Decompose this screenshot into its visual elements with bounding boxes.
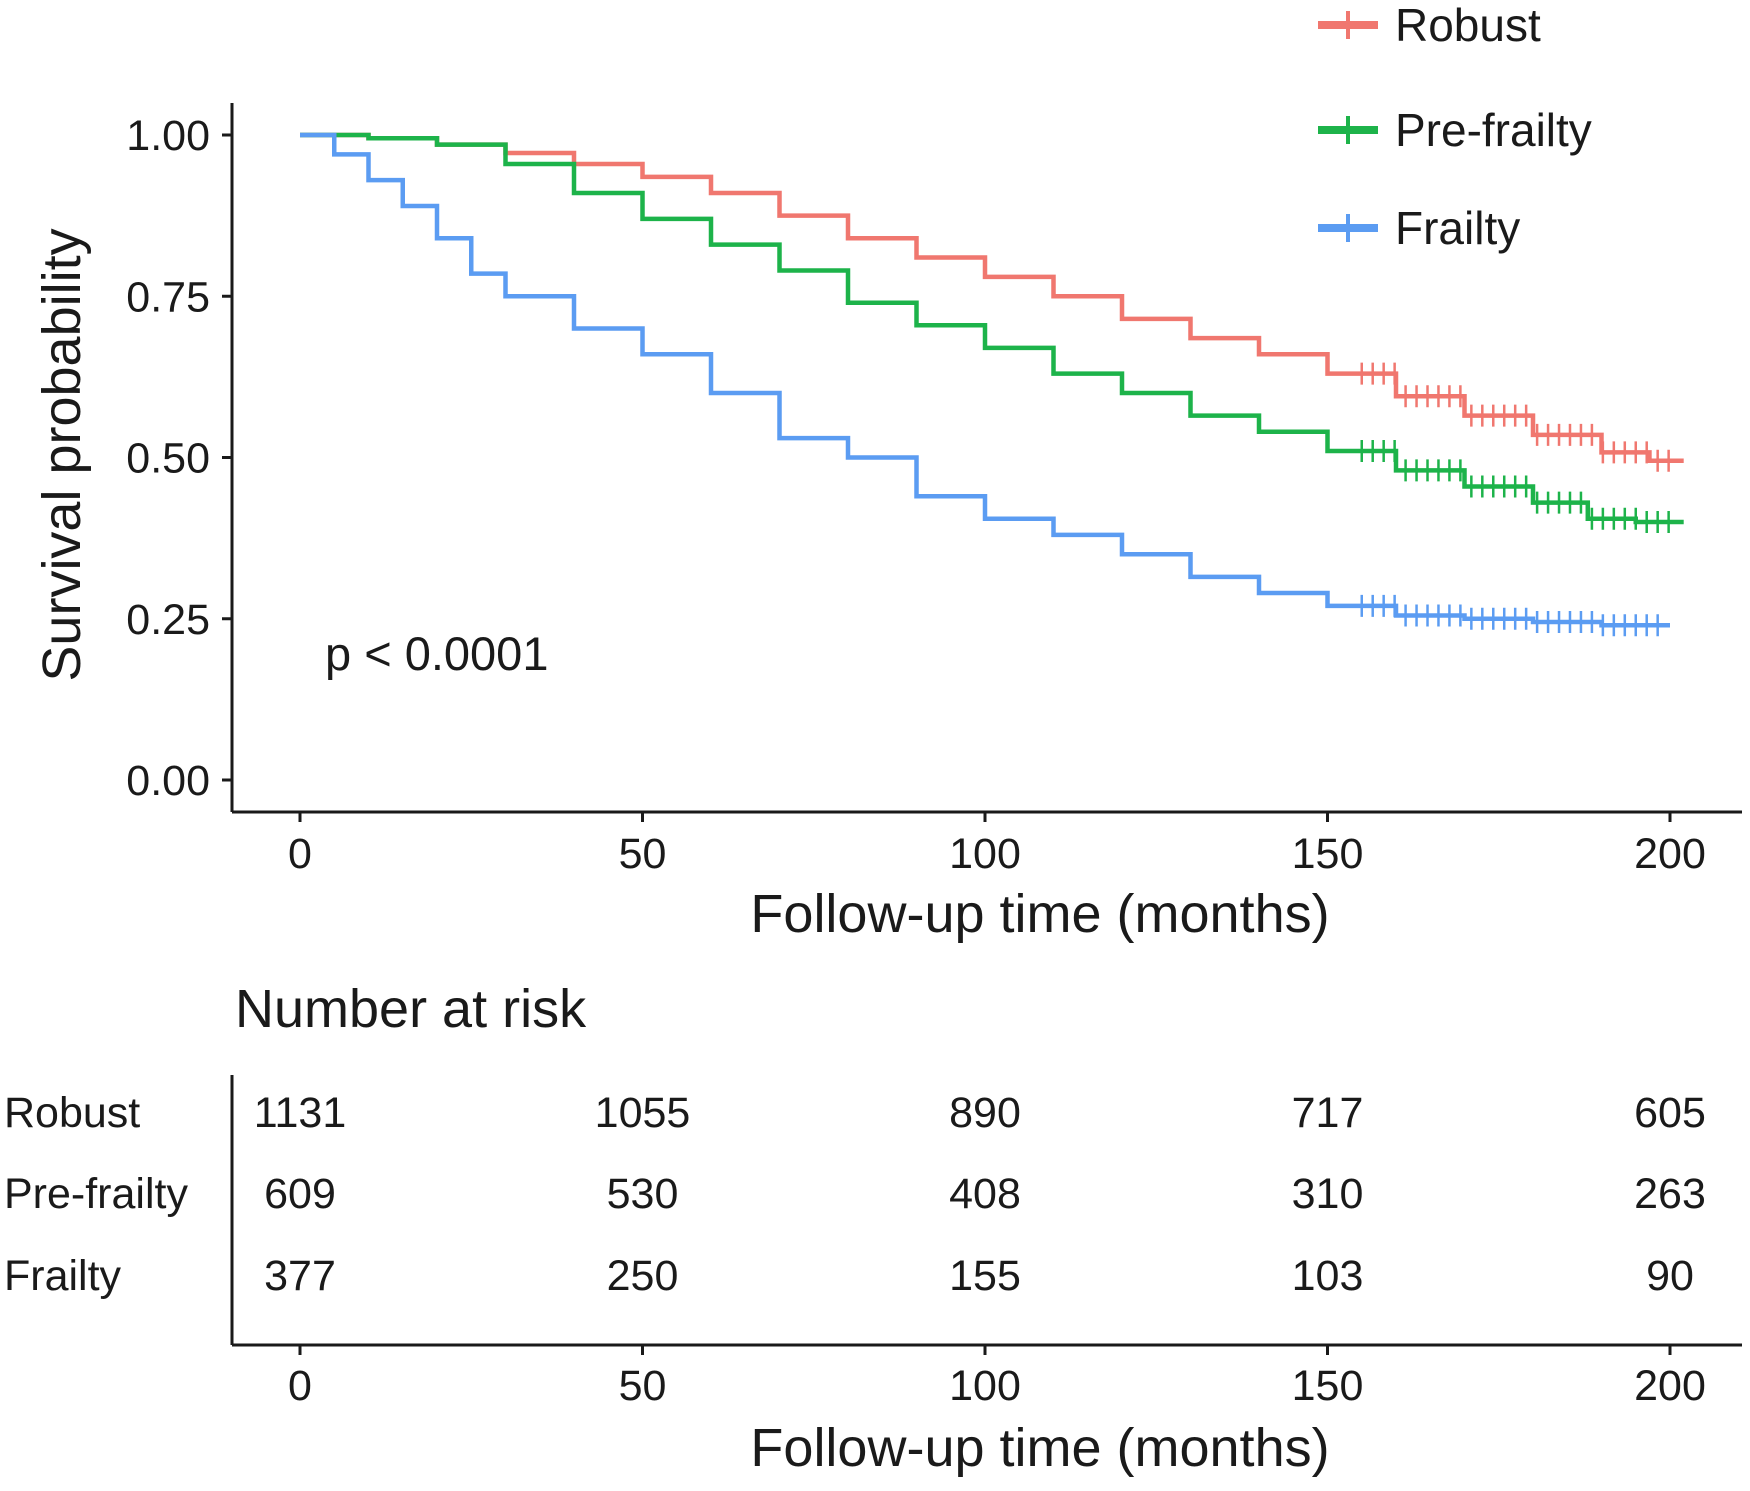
x-tick-label: 50: [619, 830, 667, 878]
risk-table-title: Number at risk: [235, 979, 587, 1039]
risk-count-robust: 717: [1292, 1089, 1364, 1137]
y-tick-label: 1.00: [126, 112, 210, 160]
risk-count-robust: 1131: [254, 1089, 346, 1137]
risk-count-robust: 890: [949, 1089, 1021, 1137]
y-axis-ticks: 0.00 0.25 0.50 0.75 1.00: [126, 112, 232, 805]
legend-label-pre-frailty: Pre-frailty: [1395, 104, 1592, 156]
series-layer: [300, 132, 1684, 637]
x-tick-label: 200: [1634, 830, 1706, 878]
risk-x-tick-label: 100: [949, 1362, 1021, 1410]
risk-count-pre-frailty: 408: [949, 1170, 1021, 1218]
x-tick-label: 150: [1292, 830, 1364, 878]
risk-table-x-ticks: 0 50 100 150 200: [288, 1345, 1706, 1410]
legend-label-frailty: Frailty: [1395, 202, 1520, 254]
y-tick-label: 0.50: [126, 435, 210, 483]
x-tick-label: 100: [949, 830, 1021, 878]
risk-x-tick-label: 200: [1634, 1362, 1706, 1410]
risk-table-rows: Robust 1131 1055 890 717 605 Pre-frailty 609 530…: [4, 1089, 1706, 1300]
risk-count-robust: 1055: [595, 1089, 691, 1137]
risk-count-pre-frailty: 263: [1634, 1170, 1706, 1218]
frailty-censor-marks: [1360, 594, 1659, 637]
risk-x-tick-label: 0: [288, 1362, 312, 1410]
y-axis-title: Survival probability: [32, 228, 92, 681]
p-value-annotation: p < 0.0001: [325, 627, 548, 680]
robust-censor-marks: [1360, 362, 1670, 472]
risk-count-pre-frailty: 310: [1292, 1170, 1364, 1218]
risk-row-label-pre-frailty: Pre-frailty: [4, 1170, 188, 1218]
robust-survival-curve: [300, 132, 1684, 463]
risk-x-tick-label: 50: [619, 1362, 667, 1410]
risk-count-robust: 605: [1634, 1089, 1706, 1137]
risk-row-label-robust: Robust: [4, 1089, 140, 1137]
risk-count-frailty: 377: [264, 1252, 336, 1300]
risk-x-tick-label: 150: [1292, 1362, 1364, 1410]
y-tick-label: 0.25: [126, 596, 210, 644]
risk-table-x-axis-title: Follow-up time (months): [750, 1418, 1329, 1478]
legend: Robust Pre-frailty Frailty: [1318, 0, 1592, 254]
legend-label-robust: Robust: [1395, 0, 1541, 51]
risk-count-pre-frailty: 530: [607, 1170, 679, 1218]
x-tick-label: 0: [288, 830, 312, 878]
risk-count-frailty: 155: [949, 1252, 1021, 1300]
frailty-survival-curve: [300, 132, 1670, 628]
risk-count-pre-frailty: 609: [264, 1170, 336, 1218]
y-tick-label: 0.00: [126, 757, 210, 805]
risk-count-frailty: 103: [1292, 1252, 1364, 1300]
pre-frailty-censor-marks: [1360, 440, 1670, 533]
pre-frailty-survival-curve: [300, 132, 1684, 525]
x-axis-ticks: 0 50 100 150 200: [288, 812, 1706, 878]
x-axis-title: Follow-up time (months): [750, 884, 1329, 944]
risk-count-frailty: 90: [1646, 1252, 1694, 1300]
risk-row-label-frailty: Frailty: [4, 1252, 122, 1300]
risk-count-frailty: 250: [607, 1252, 679, 1300]
y-tick-label: 0.75: [126, 273, 210, 321]
